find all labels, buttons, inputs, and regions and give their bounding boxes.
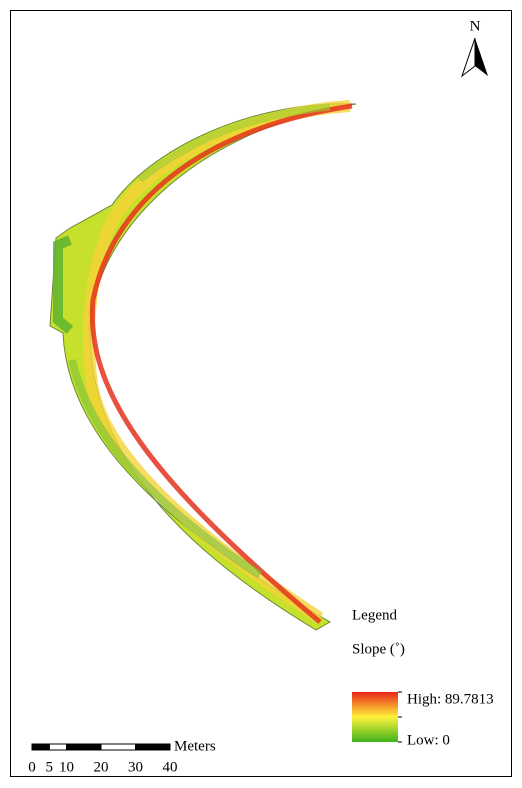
scale-segment bbox=[32, 744, 49, 750]
map: N Legend Slope (˚) High: 89.7813 Low: 0 … bbox=[0, 0, 522, 788]
scale-segment bbox=[101, 744, 136, 750]
legend-high: High: 89.7813 bbox=[407, 691, 494, 707]
legend-title: Legend bbox=[352, 607, 397, 623]
scale-label: 10 bbox=[59, 759, 74, 775]
scale-label: 20 bbox=[94, 759, 109, 775]
scale-unit: Meters bbox=[174, 738, 216, 754]
scale-label: 0 bbox=[28, 759, 36, 775]
legend: Legend Slope (˚) High: 89.7813 Low: 0 bbox=[352, 607, 494, 748]
scale-label: 40 bbox=[163, 759, 178, 775]
color-ramp bbox=[352, 692, 398, 742]
north-arrow: N bbox=[462, 18, 488, 76]
scale-label: 5 bbox=[46, 759, 54, 775]
scale-segment bbox=[49, 744, 66, 750]
scale-label: 30 bbox=[128, 759, 143, 775]
legend-low: Low: 0 bbox=[407, 732, 450, 748]
slope-raster bbox=[50, 104, 356, 630]
scale-segment bbox=[136, 744, 171, 750]
legend-field: Slope (˚) bbox=[352, 641, 405, 657]
north-label: N bbox=[470, 18, 481, 34]
scale-segment bbox=[67, 744, 102, 750]
